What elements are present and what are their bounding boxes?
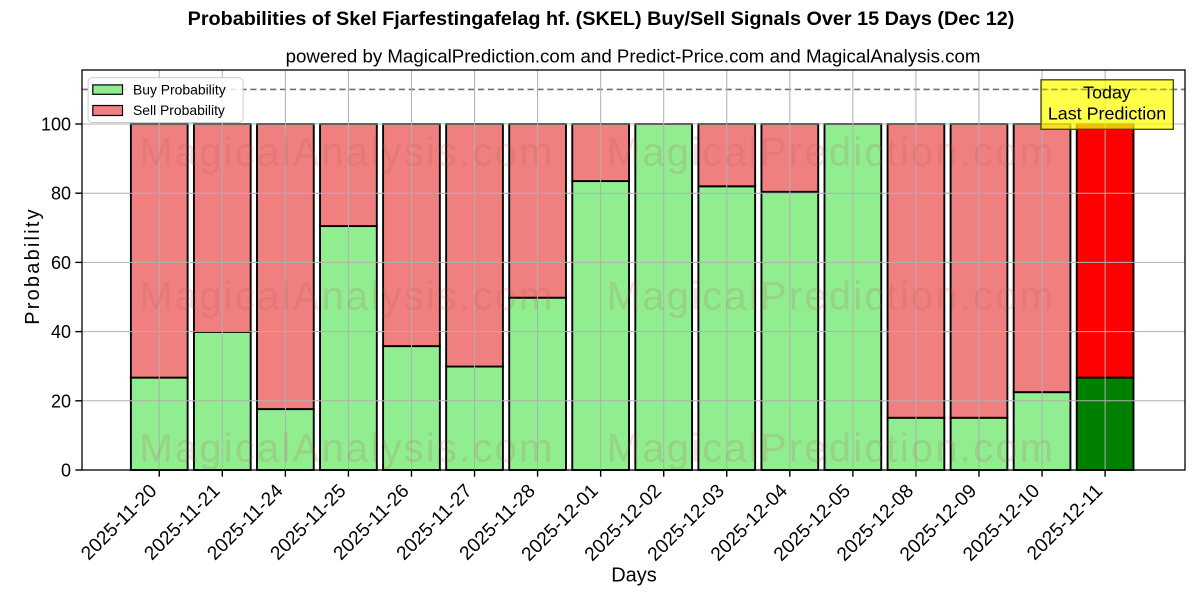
- svg-text:0: 0: [61, 461, 71, 481]
- svg-text:Buy Probability: Buy Probability: [133, 81, 226, 97]
- svg-text:Today: Today: [1083, 83, 1131, 103]
- svg-text:MagicalPrediction.com: MagicalPrediction.com: [607, 275, 1056, 319]
- svg-text:Probability: Probability: [22, 207, 44, 325]
- svg-text:powered by MagicalPrediction.c: powered by MagicalPrediction.com and Pre…: [286, 46, 981, 67]
- svg-text:MagicalPrediction.com: MagicalPrediction.com: [607, 427, 1056, 471]
- svg-text:40: 40: [51, 322, 71, 342]
- svg-text:Last Prediction: Last Prediction: [1048, 104, 1166, 124]
- svg-text:MagicalAnalysis.com: MagicalAnalysis.com: [139, 131, 554, 175]
- svg-text:MagicalAnalysis.com: MagicalAnalysis.com: [139, 275, 554, 319]
- svg-text:100: 100: [41, 115, 71, 135]
- svg-text:Probabilities of Skel Fjarfest: Probabilities of Skel Fjarfestingafelag …: [188, 8, 1015, 30]
- svg-text:60: 60: [51, 253, 71, 273]
- svg-text:MagicalPrediction.com: MagicalPrediction.com: [607, 131, 1056, 175]
- svg-text:MagicalAnalysis.com: MagicalAnalysis.com: [139, 427, 554, 471]
- svg-text:Sell Probability: Sell Probability: [133, 102, 225, 118]
- svg-text:Days: Days: [611, 565, 657, 587]
- svg-text:80: 80: [51, 184, 71, 204]
- svg-text:20: 20: [51, 391, 71, 411]
